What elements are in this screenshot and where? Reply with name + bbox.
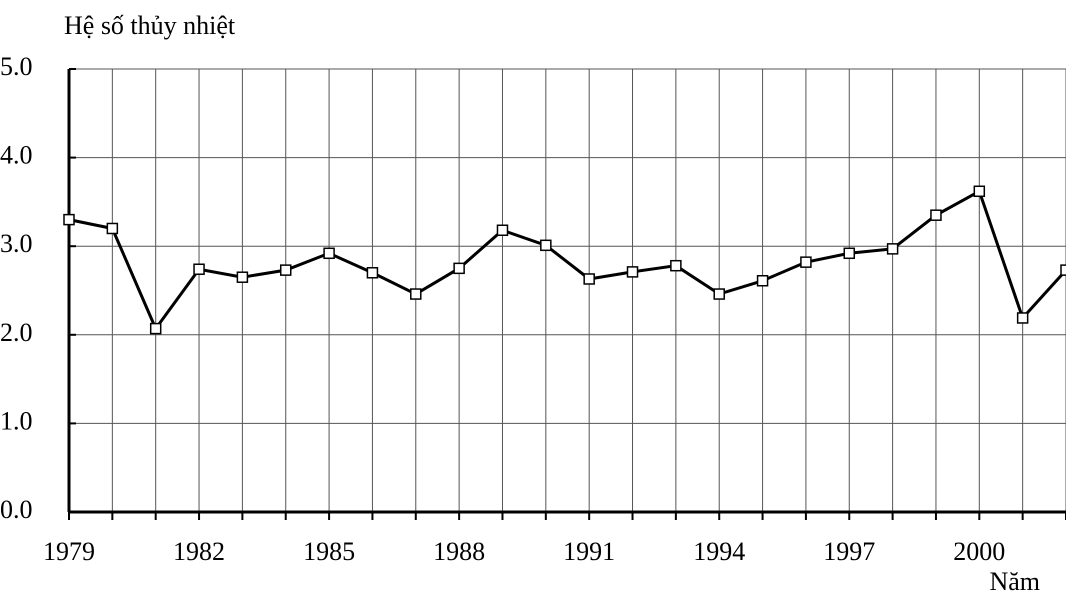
marker	[323, 247, 335, 260]
x-tick-label: 1988	[433, 537, 485, 566]
marker	[496, 224, 509, 237]
x-tick-label: 2000	[953, 537, 1005, 566]
marker	[1060, 264, 1066, 276]
x-tick-label: 1979	[43, 537, 95, 566]
marker	[843, 247, 856, 260]
marker	[930, 209, 942, 221]
marker	[63, 213, 75, 226]
marker	[366, 267, 379, 279]
marker	[626, 266, 639, 278]
marker	[1016, 312, 1029, 324]
marker	[713, 288, 725, 300]
line	[68, 189, 1066, 332]
y-tick-label: 0.0	[0, 495, 33, 524]
marker	[149, 322, 162, 335]
marker	[410, 288, 422, 300]
marker	[106, 222, 119, 235]
y-tick-label: 4.0	[0, 141, 33, 170]
marker	[583, 273, 595, 285]
marker	[279, 264, 292, 276]
y-tick-label: 3.0	[0, 229, 33, 258]
marker	[886, 243, 899, 255]
x-tick-label: 1982	[173, 537, 225, 566]
x-axis-title: Năm	[989, 567, 1040, 596]
marker	[756, 275, 769, 287]
y-tick-label: 1.0	[0, 406, 33, 435]
y-tick-label: 5.0	[0, 52, 33, 81]
marker	[193, 263, 205, 275]
x-tick-label: 1994	[693, 537, 745, 566]
y-tick-label: 2.0	[0, 318, 33, 347]
x-tick-label: 1997	[823, 537, 875, 566]
y-axis-title: Hệ số thủy nhiệt	[64, 11, 236, 40]
x-tick-label: 1991	[563, 537, 615, 566]
marker	[973, 185, 986, 198]
marker	[670, 259, 682, 272]
marker	[453, 262, 465, 275]
marker	[236, 271, 249, 283]
x-tick-label: 1985	[303, 537, 355, 566]
marker	[800, 256, 812, 268]
marker	[540, 239, 552, 252]
